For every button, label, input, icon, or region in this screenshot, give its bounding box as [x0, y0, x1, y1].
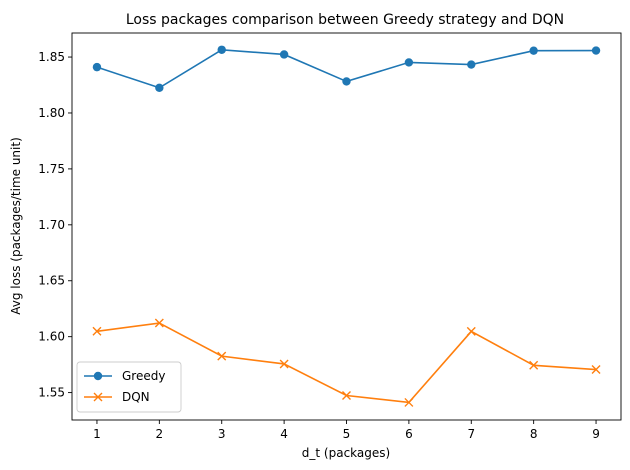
- series-dqn-point: [217, 351, 227, 361]
- y-tick-label: 1.80: [38, 106, 65, 120]
- y-axis-label: Avg loss (packages/time unit): [9, 137, 23, 315]
- series-greedy-point: [217, 45, 226, 54]
- y-tick-label: 1.65: [38, 274, 65, 288]
- x-tick-label: 8: [530, 427, 538, 441]
- series-dqn-point: [466, 326, 476, 336]
- y-tick-label: 1.85: [38, 50, 65, 64]
- series-layer: [92, 45, 601, 407]
- y-tick-label: 1.70: [38, 218, 65, 232]
- series-greedy-point: [467, 60, 476, 69]
- x-axis-label: d_t (packages): [302, 446, 390, 460]
- series-greedy-point: [342, 77, 351, 86]
- y-axis-ticks: 1.55 1.60 1.65 1.70 1.75 1.80 1.85: [38, 50, 72, 400]
- legend: Greedy DQN: [76, 361, 182, 413]
- y-tick-label: 1.60: [38, 330, 65, 344]
- series-greedy-point: [529, 46, 538, 55]
- x-tick-label: 7: [467, 427, 475, 441]
- legend-greedy-marker: [93, 371, 103, 381]
- legend-box: [76, 361, 182, 413]
- series-dqn-point: [279, 359, 289, 369]
- x-tick-label: 5: [343, 427, 351, 441]
- series-greedy-point: [404, 58, 414, 67]
- series-dqn-point: [92, 326, 102, 336]
- x-tick-label: 6: [405, 427, 413, 441]
- series-greedy-point: [279, 50, 289, 59]
- legend-greedy-label: Greedy: [122, 369, 165, 383]
- series-greedy-point: [591, 46, 601, 55]
- series-greedy-point: [155, 83, 164, 93]
- x-tick-label: 9: [592, 427, 600, 441]
- y-tick-label: 1.75: [38, 162, 65, 176]
- chart-title: Loss packages comparison between Greedy …: [126, 12, 564, 28]
- legend-dqn-marker: [93, 392, 103, 402]
- series-dqn-point: [342, 391, 351, 400]
- x-tick-label: 1: [93, 427, 101, 441]
- series-dqn-point: [591, 365, 601, 375]
- x-tick-label: 4: [280, 427, 288, 441]
- series-dqn-point: [154, 318, 164, 328]
- x-axis-ticks: 1 2 3 4 5 6 7 8 9: [93, 420, 600, 441]
- y-tick-label: 1.55: [38, 386, 65, 400]
- legend-dqn-label: DQN: [122, 390, 150, 404]
- series-dqn-point: [404, 397, 414, 407]
- series-dqn-point: [529, 360, 539, 370]
- x-tick-label: 3: [218, 427, 226, 441]
- series-greedy-point: [92, 62, 102, 72]
- x-tick-label: 2: [156, 427, 164, 441]
